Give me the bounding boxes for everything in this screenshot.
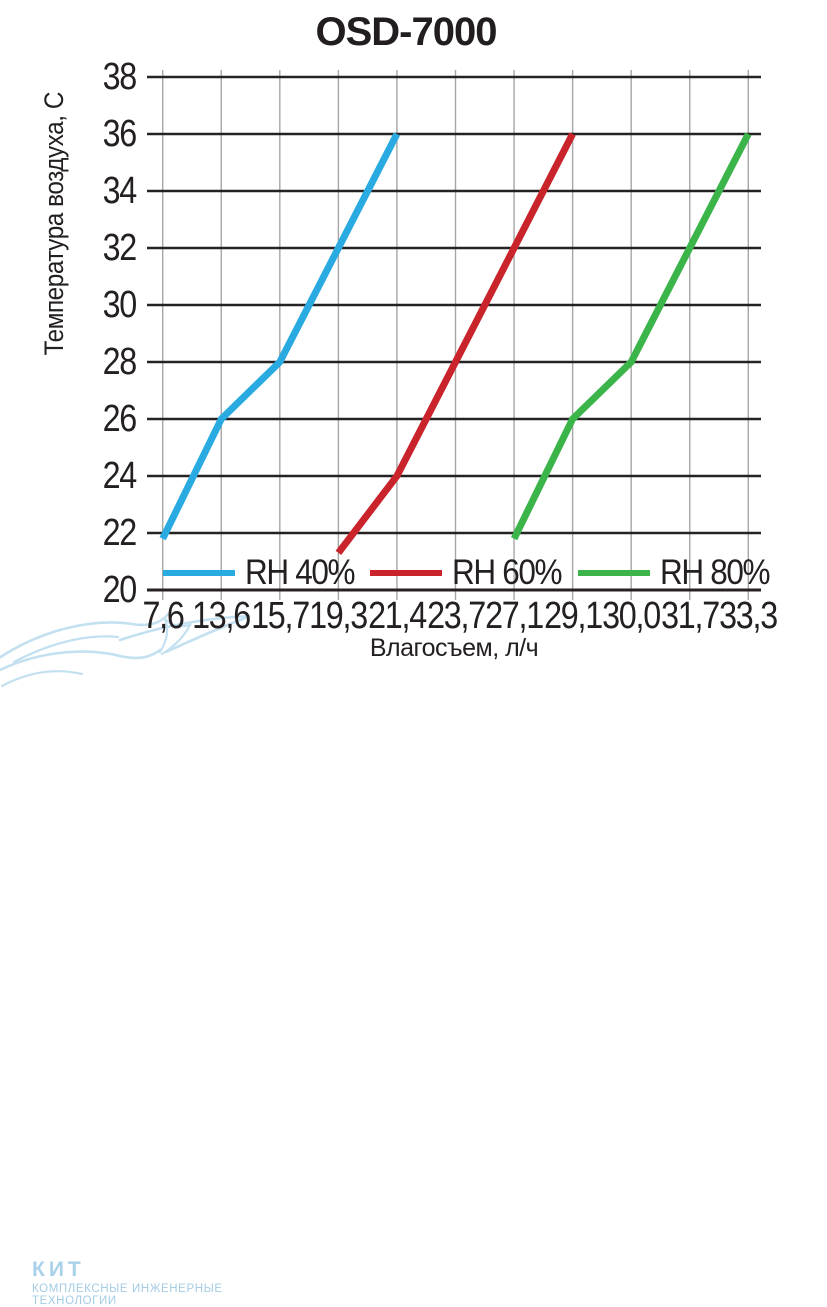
x-tick-label: 21,4 bbox=[368, 595, 427, 637]
y-tick-label: 20 bbox=[102, 569, 138, 611]
vertical-gridlines bbox=[161, 70, 749, 600]
x-tick-label: 31,7 bbox=[660, 595, 720, 637]
legend-swatch bbox=[370, 570, 443, 576]
x-tick-label: 30,0 bbox=[602, 595, 661, 637]
whale-logo-drawing bbox=[0, 612, 251, 688]
series-line-RH60 bbox=[335, 132, 576, 556]
x-axis-title: Влагосъем, л/ч bbox=[369, 634, 539, 662]
logo-subtitle-line1: КОМПЛЕКСНЫЕ ИНЖЕНЕРНЫЕ bbox=[32, 1283, 223, 1295]
y-tick-label: 38 bbox=[102, 56, 138, 98]
y-tick-label: 28 bbox=[102, 341, 138, 383]
x-tick-label: 27,1 bbox=[485, 595, 544, 637]
y-tick-label: 30 bbox=[102, 284, 138, 326]
y-tick-label: 36 bbox=[102, 113, 138, 155]
legend-item: RH 40% bbox=[163, 553, 366, 593]
horizontal-gridlines bbox=[147, 75, 761, 592]
logo-name: КИТ bbox=[32, 1258, 85, 1281]
legend-item: RH 80% bbox=[577, 553, 781, 593]
y-tick-label: 26 bbox=[102, 398, 138, 440]
y-tick-label: 24 bbox=[102, 455, 138, 497]
legend-swatch bbox=[163, 570, 235, 576]
x-tick-label: 33,3 bbox=[719, 595, 778, 637]
y-tick-label: 32 bbox=[102, 227, 138, 269]
x-tick-label: 23,7 bbox=[426, 595, 486, 637]
x-tick-label: 29,1 bbox=[543, 595, 603, 637]
series-line-RH40 bbox=[159, 132, 401, 541]
legend-label: RH 80% bbox=[659, 553, 771, 592]
legend-label: RH 60% bbox=[452, 553, 563, 592]
series-lines bbox=[159, 132, 752, 556]
legend-item: RH 60% bbox=[370, 553, 573, 593]
x-tick-label: 15,7 bbox=[250, 595, 310, 637]
legend-label: RH 40% bbox=[245, 553, 356, 592]
x-tick-label: 19,3 bbox=[309, 595, 368, 637]
chart-legend: RH 40% RH 60% RH 80% bbox=[163, 551, 781, 595]
y-tick-label: 34 bbox=[102, 170, 138, 212]
chart-title: OSD-7000 bbox=[315, 10, 498, 54]
chart-canvas bbox=[0, 70, 761, 688]
legend-swatch bbox=[577, 570, 650, 576]
x-tick-label: 13,6 bbox=[192, 595, 251, 637]
x-tick-label: 7,6 bbox=[142, 595, 184, 637]
y-tick-label: 22 bbox=[102, 512, 138, 554]
series-line-RH80 bbox=[510, 132, 752, 541]
company-logo: КИТ КОМПЛЕКСНЫЕ ИНЖЕНЕРНЫЕ ТЕХНОЛОГИИ bbox=[0, 610, 280, 1307]
logo-subtitle-line2: ТЕХНОЛОГИИ bbox=[32, 1295, 117, 1307]
